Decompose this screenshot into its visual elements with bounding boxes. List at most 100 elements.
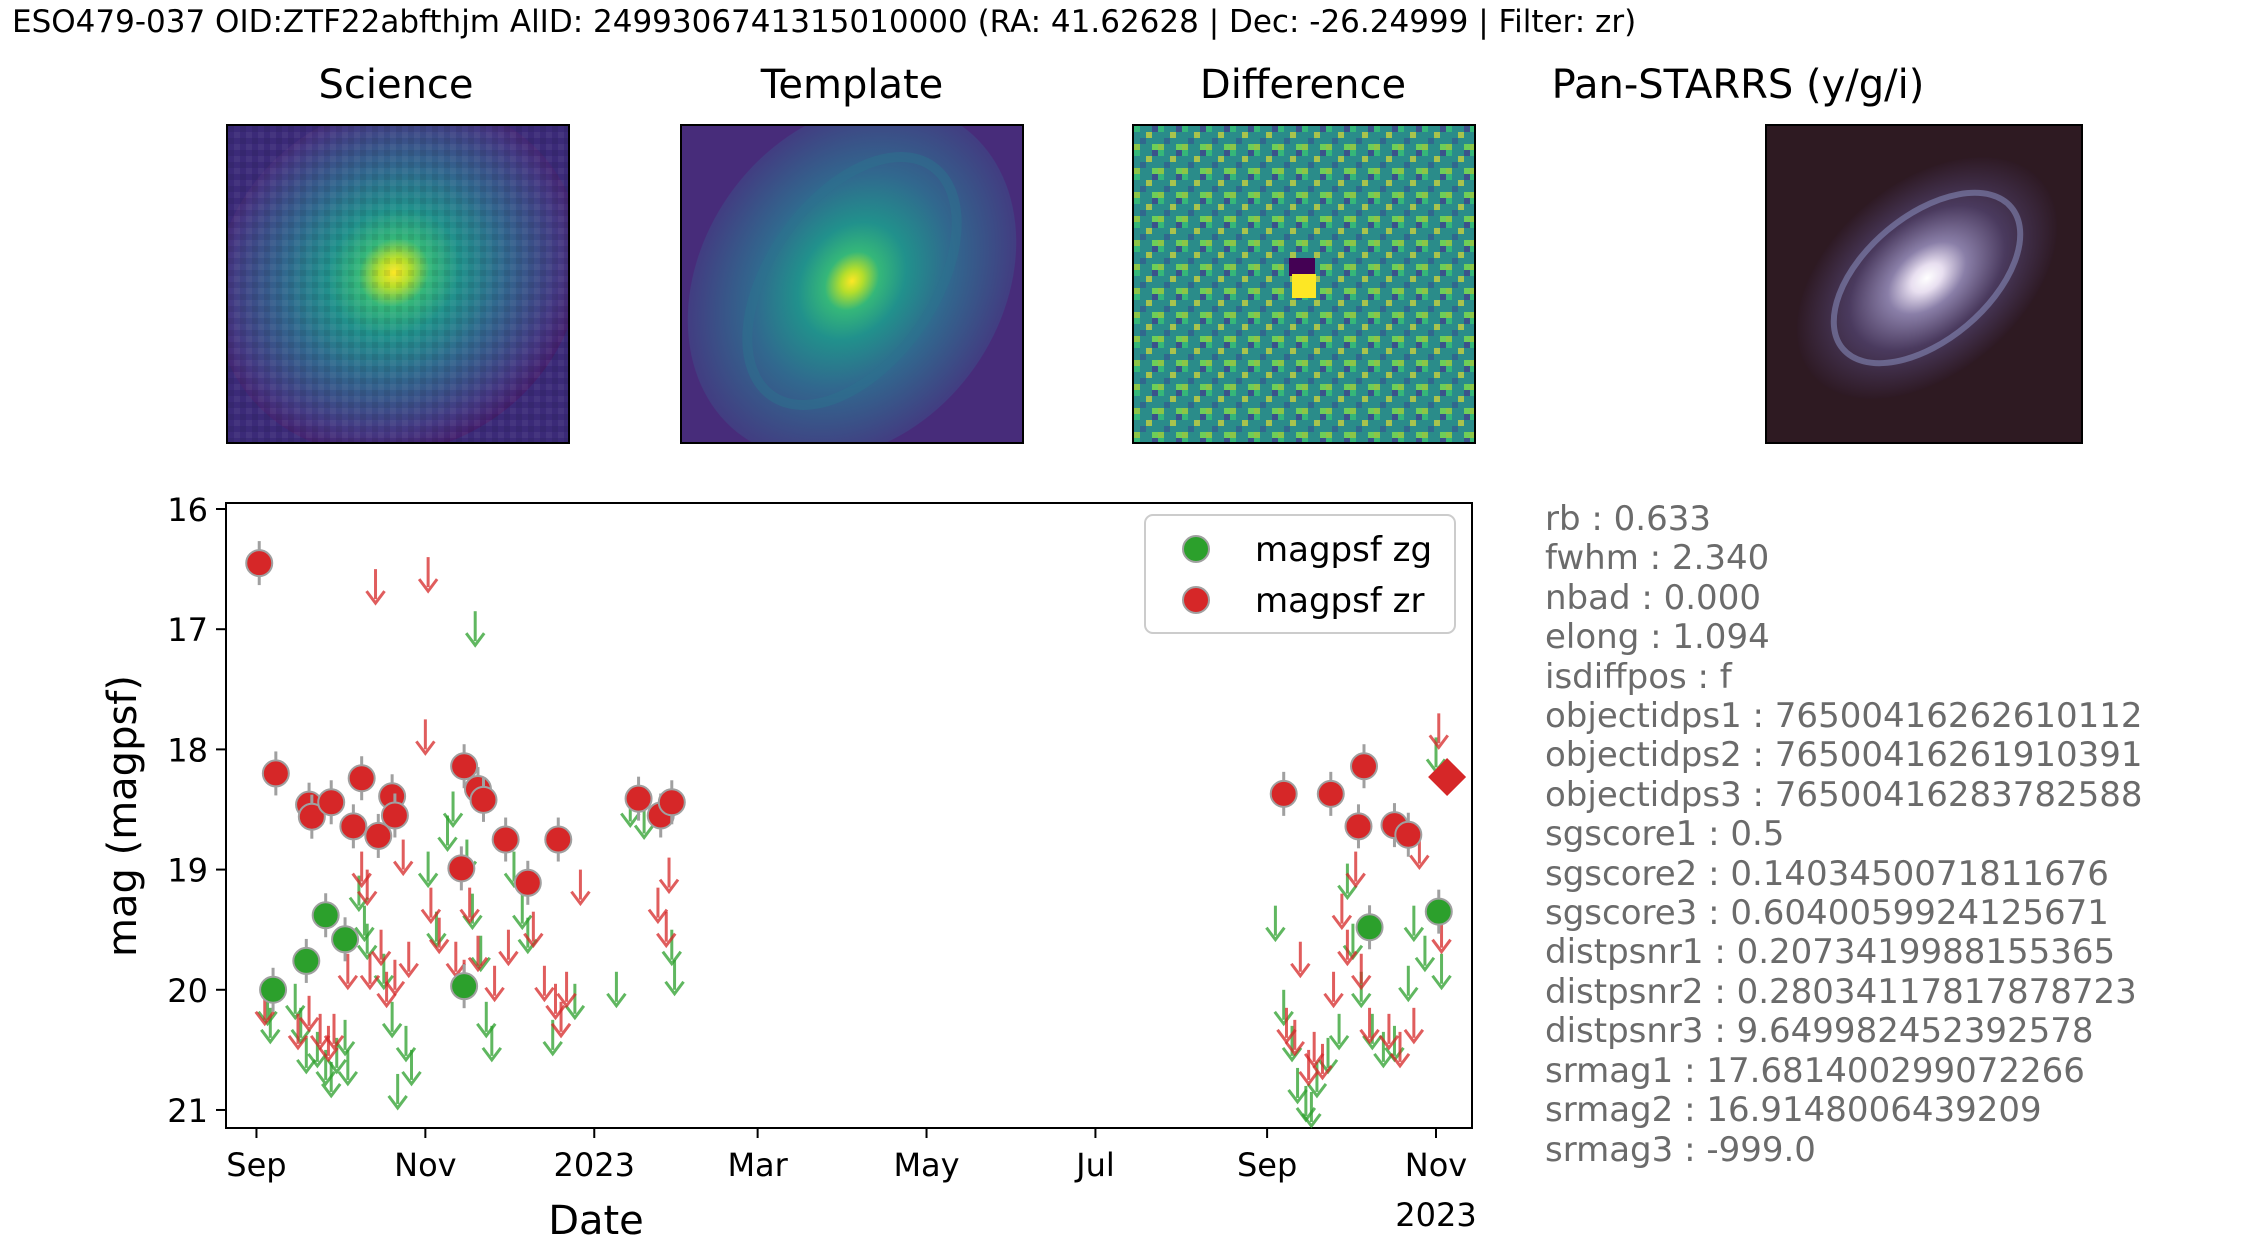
alert-stats: rb : 0.633 fwhm : 2.340 nbad : 0.000 elong … bbox=[1545, 499, 2143, 1170]
upper-limit-zg bbox=[1273, 989, 1294, 1027]
y-tick-label: 19 bbox=[167, 852, 208, 890]
alert-header: ESO479-037 OID:ZTF22abfthjm AlID: 249930… bbox=[12, 4, 1637, 40]
upper-limit-zr bbox=[1323, 971, 1344, 1009]
x-tick-label: Sep bbox=[226, 1146, 286, 1184]
legend-box bbox=[1144, 514, 1456, 634]
stat-line: objectidps3 : 76500416283782588 bbox=[1545, 774, 2143, 815]
x-tick-label: Nov bbox=[394, 1146, 456, 1184]
point-zr bbox=[1344, 812, 1373, 841]
upper-limit-zr bbox=[298, 995, 320, 1033]
upper-limit-zr bbox=[1378, 1013, 1400, 1051]
y-tick-label: 17 bbox=[167, 611, 208, 649]
upper-limit-zg bbox=[1373, 1031, 1394, 1069]
legend-marker-zr bbox=[1182, 586, 1210, 614]
upper-limit-zr bbox=[357, 869, 378, 907]
legend-label-zg: magpsf zg bbox=[1255, 530, 1432, 570]
point-zr bbox=[1350, 752, 1379, 781]
template-stamp bbox=[680, 124, 1024, 444]
upper-limit-zg bbox=[337, 1049, 359, 1087]
upper-limit-zr bbox=[658, 857, 680, 895]
point-zr bbox=[544, 825, 573, 854]
template-title: Template bbox=[760, 62, 944, 108]
upper-limit-zr bbox=[376, 971, 397, 1009]
upper-limit-zr bbox=[384, 959, 406, 997]
science-title: Science bbox=[318, 62, 474, 108]
point-zg bbox=[1355, 913, 1384, 942]
upper-limit-zr bbox=[647, 887, 669, 925]
y-tick-label: 16 bbox=[167, 491, 208, 529]
upper-limit-zr bbox=[359, 953, 381, 991]
panstarrs-stamp bbox=[1765, 124, 2083, 444]
point-zr bbox=[513, 868, 542, 897]
upper-limit-zg bbox=[260, 1007, 281, 1045]
point-zr bbox=[469, 785, 498, 814]
x-tick-label: May bbox=[893, 1146, 959, 1184]
point-zr bbox=[364, 821, 393, 850]
upper-limit-zr bbox=[1337, 929, 1358, 967]
point-zr bbox=[317, 788, 346, 817]
upper-limit-zg bbox=[481, 1025, 503, 1063]
plot-frame bbox=[225, 502, 1473, 1129]
point-zr bbox=[450, 752, 479, 781]
point-zr bbox=[657, 788, 686, 817]
y-axis: 16 17 18 19 20 21 bbox=[167, 491, 226, 1130]
point-zr bbox=[491, 825, 520, 854]
latest-alert-zr bbox=[1428, 758, 1467, 797]
upper-limit-zg bbox=[564, 983, 586, 1021]
stat-line: objectidps2 : 76500416261910391 bbox=[1545, 735, 2143, 776]
upper-limit-zg bbox=[470, 935, 491, 973]
upper-limit-zg bbox=[1337, 863, 1358, 901]
upper-limit-zg bbox=[664, 959, 685, 997]
point-zr bbox=[1394, 820, 1423, 849]
legend-marker-zg bbox=[1182, 535, 1210, 563]
point-zr bbox=[245, 549, 274, 578]
upper-limit-zg bbox=[465, 611, 486, 648]
upper-limit-zr bbox=[1403, 1007, 1425, 1045]
upper-limit-zr bbox=[429, 917, 450, 955]
stat-line: srmag2 : 16.9148006439209 bbox=[1545, 1090, 2042, 1131]
point-zr bbox=[297, 802, 326, 831]
y-tick-label: 20 bbox=[167, 972, 208, 1010]
point-zr bbox=[339, 812, 368, 841]
upper-limit-zr bbox=[1284, 1019, 1305, 1057]
upper-limit-zr bbox=[656, 911, 677, 949]
x-tick-label: Sep bbox=[1237, 1146, 1297, 1184]
upper-limit-zr bbox=[417, 557, 439, 594]
difference-stamp bbox=[1132, 124, 1476, 444]
upper-limit-zg bbox=[296, 1037, 317, 1075]
upper-limit-zr bbox=[1351, 953, 1372, 991]
y-axis-label: mag (magpsf) bbox=[100, 675, 146, 957]
stat-line: rb : 0.633 bbox=[1545, 499, 1711, 539]
upper-limit-zg bbox=[357, 923, 378, 961]
upper-limit-zr bbox=[550, 1001, 572, 1039]
stat-line: fwhm : 2.340 bbox=[1545, 538, 1770, 579]
data-marks bbox=[245, 541, 1467, 1129]
upper-limit-zg bbox=[661, 929, 682, 967]
upper-limit-zr bbox=[534, 965, 555, 1003]
stat-line: distpsnr2 : 0.28034117817878723 bbox=[1545, 971, 2137, 1012]
stat-line: nbad : 0.000 bbox=[1545, 577, 1761, 618]
point-zr bbox=[1269, 779, 1298, 808]
point-zg bbox=[1424, 897, 1453, 926]
upper-limit-zr bbox=[1298, 1049, 1319, 1087]
upper-limit-zr bbox=[420, 887, 442, 925]
stat-line: srmag3 : -999.0 bbox=[1545, 1129, 1816, 1170]
upper-limit-zg bbox=[387, 1073, 408, 1111]
upper-limit-zr bbox=[523, 911, 544, 949]
point-zr bbox=[380, 801, 409, 830]
upper-limit-zg bbox=[417, 851, 439, 889]
upper-limit-zr bbox=[1389, 1031, 1411, 1069]
legend-label-zr: magpsf zr bbox=[1255, 581, 1424, 621]
upper-limit-zg bbox=[307, 1031, 328, 1069]
upper-limit-zr bbox=[365, 569, 386, 606]
stat-line: sgscore2 : 0.1403450071811676 bbox=[1545, 853, 2109, 894]
upper-limit-zr bbox=[370, 929, 392, 967]
upper-limit-zr bbox=[323, 1013, 345, 1051]
stat-line: sgscore3 : 0.6040059924125671 bbox=[1545, 893, 2109, 934]
upper-limit-zr bbox=[556, 971, 577, 1009]
x-tick-label: Jul bbox=[1074, 1146, 1115, 1184]
point-zr bbox=[347, 764, 376, 793]
upper-limit-zg bbox=[1398, 965, 1419, 1003]
upper-limit-zr bbox=[309, 1013, 331, 1051]
stat-line: distpsnr3 : 9.649982452392578 bbox=[1545, 1011, 2094, 1052]
